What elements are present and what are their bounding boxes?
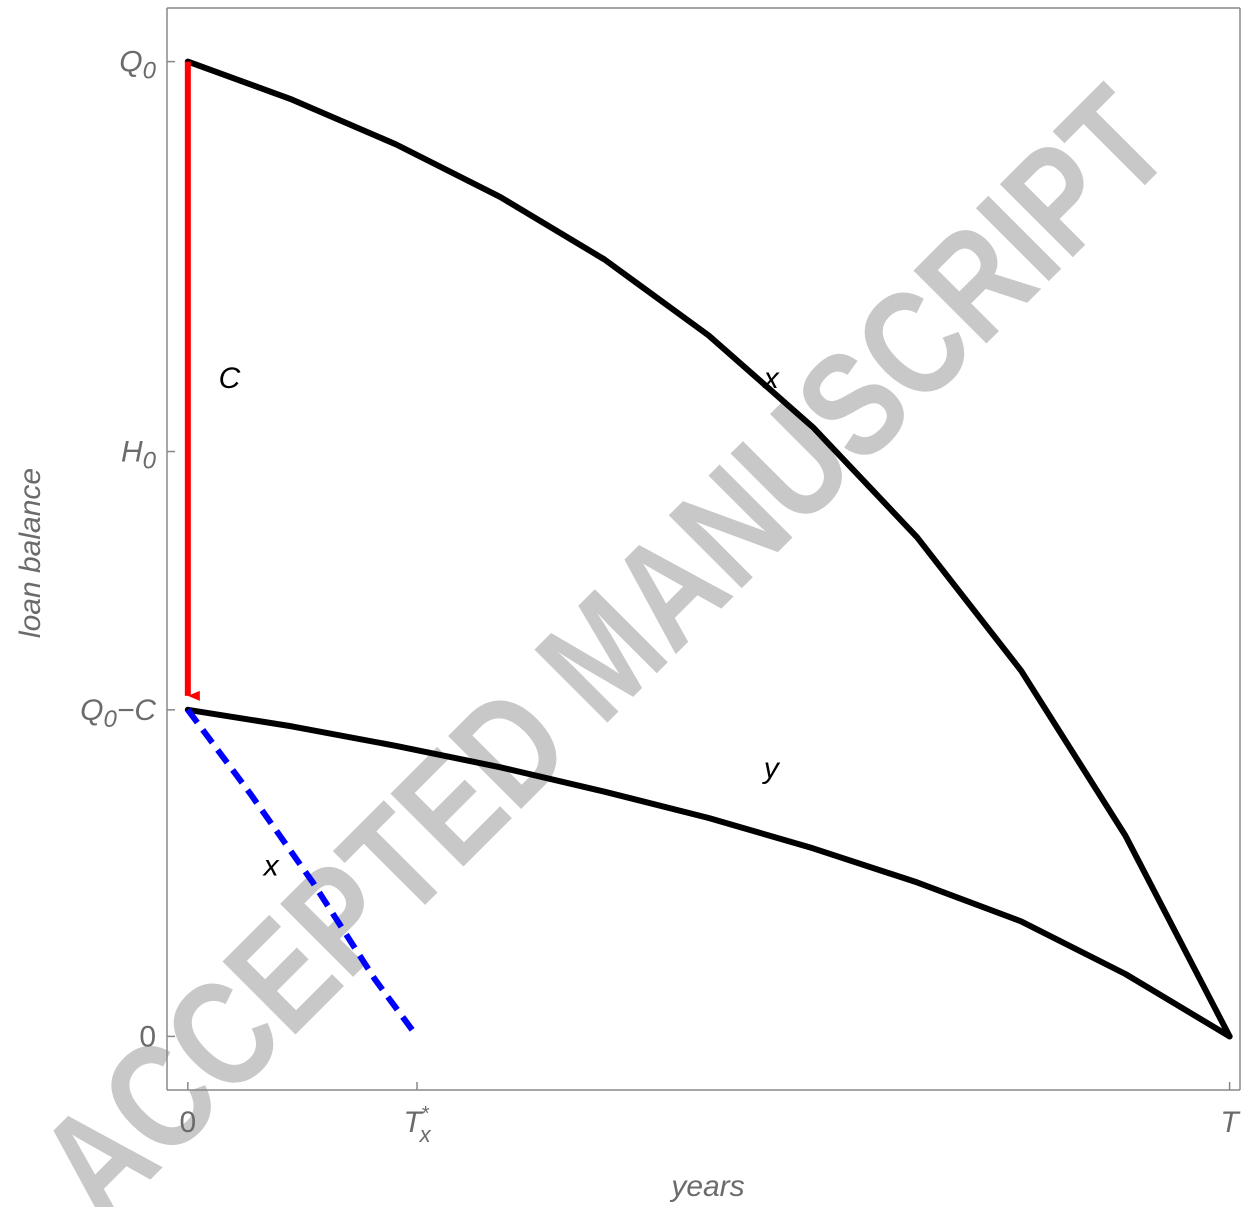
y-tick-sub: 0 — [103, 706, 117, 733]
series-y-line — [184, 706, 1233, 1040]
series-x-dashed-line — [185, 708, 420, 1039]
y-tick-label: Q0 — [119, 46, 156, 85]
x-tick-label: T — [1220, 1106, 1241, 1139]
y-tick-main: Q — [119, 46, 142, 79]
y-axis-title: loan balance — [14, 468, 47, 638]
y-tick-main: 0 — [139, 1020, 156, 1053]
curve-label: C — [219, 362, 241, 395]
series-x-line — [184, 58, 1233, 1040]
x-tick-sup: * — [422, 1103, 430, 1125]
x-tick-sub: x — [419, 1122, 432, 1147]
y-tick-suffix: −C — [117, 694, 157, 727]
y-tick-sub: 0 — [143, 58, 157, 85]
y-tick-main: H — [121, 436, 143, 469]
x-tick-main: T — [403, 1106, 424, 1139]
y-tick-sub: 0 — [143, 448, 157, 475]
y-tick-label: Q0−C — [80, 694, 156, 733]
x-tick-main: T — [1220, 1106, 1241, 1139]
x-tick-label: 0 — [179, 1106, 196, 1139]
y-tick-label: H0 — [121, 436, 157, 475]
curve-label: y — [762, 752, 781, 785]
curve-label: x — [762, 362, 780, 395]
plot-frame — [166, 7, 1241, 1091]
x-axis-ticks: 0 T* x T — [179, 1082, 1241, 1147]
y-tick-label: 0 — [139, 1020, 156, 1053]
x-axis-title: years — [669, 1170, 744, 1203]
x-tick-label: T* x — [403, 1103, 431, 1147]
curve-label: x — [262, 850, 280, 883]
x-tick-main: 0 — [179, 1106, 196, 1139]
series-layer — [184, 58, 1233, 1040]
y-tick-main: Q — [80, 694, 103, 727]
